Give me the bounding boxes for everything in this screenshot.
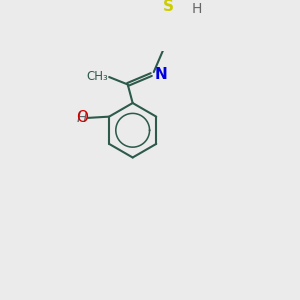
Text: S: S bbox=[163, 0, 173, 14]
Text: N: N bbox=[154, 67, 167, 82]
Text: H: H bbox=[192, 2, 202, 16]
Text: O: O bbox=[76, 110, 88, 125]
Text: CH₃: CH₃ bbox=[86, 70, 108, 83]
Text: H: H bbox=[76, 111, 87, 125]
